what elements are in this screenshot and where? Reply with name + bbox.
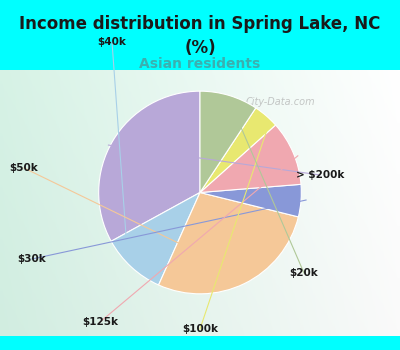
Text: City-Data.com: City-Data.com xyxy=(245,97,315,107)
Wedge shape xyxy=(99,91,200,241)
Wedge shape xyxy=(158,193,298,294)
Text: $40k: $40k xyxy=(98,37,126,47)
Text: $30k: $30k xyxy=(18,254,46,264)
Wedge shape xyxy=(200,184,301,217)
Text: $100k: $100k xyxy=(182,324,218,334)
Text: > $200k: > $200k xyxy=(296,170,344,180)
Text: $125k: $125k xyxy=(82,317,118,327)
Wedge shape xyxy=(111,193,200,285)
Wedge shape xyxy=(200,108,276,192)
Text: Income distribution in Spring Lake, NC
(%): Income distribution in Spring Lake, NC (… xyxy=(19,15,381,57)
Text: $20k: $20k xyxy=(290,268,318,278)
Wedge shape xyxy=(200,125,301,192)
Wedge shape xyxy=(200,91,256,192)
Text: $50k: $50k xyxy=(10,163,38,173)
Text: Asian residents: Asian residents xyxy=(139,57,261,71)
